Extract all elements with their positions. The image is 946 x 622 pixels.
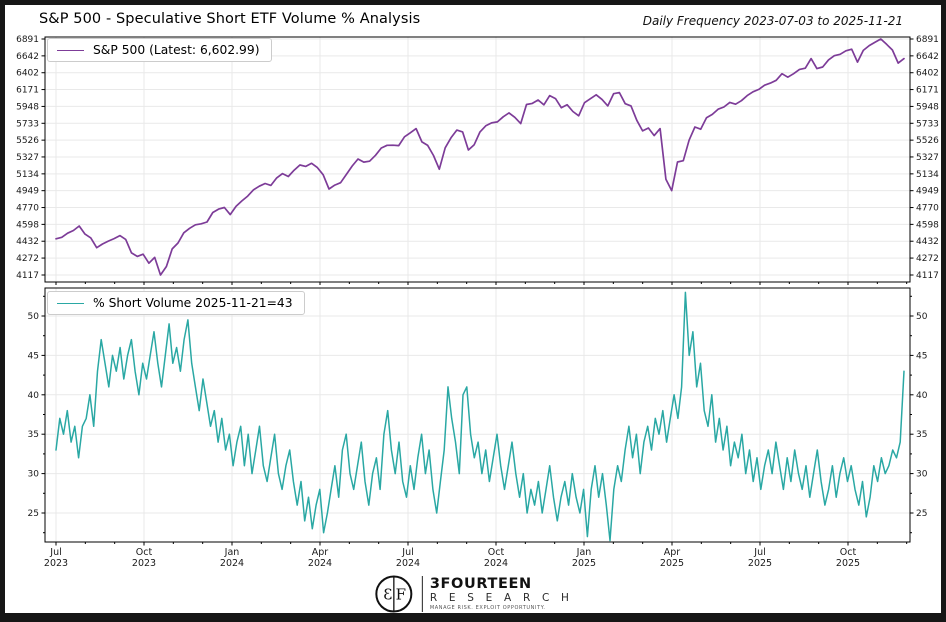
y-tick-label: 6402 bbox=[16, 69, 39, 79]
x-tick-label: Jul 2025 bbox=[748, 547, 772, 569]
y-tick-label: 6402 bbox=[916, 69, 939, 79]
y-tick-label: 45 bbox=[28, 351, 39, 361]
y-tick-label: 4598 bbox=[916, 220, 939, 230]
y-tick-label: 50 bbox=[916, 312, 928, 322]
brand-name: 3FOURTEEN bbox=[429, 575, 532, 592]
y-tick-label: 30 bbox=[28, 470, 40, 480]
y-tick-label: 40 bbox=[916, 391, 928, 401]
brand-tagline: MANAGE RISK. EXPLOIT OPPORTUNITY. bbox=[429, 604, 546, 611]
y-tick-label: 35 bbox=[916, 430, 927, 440]
x-tick-label: Oct 2025 bbox=[836, 547, 860, 569]
y-tick-label: 4272 bbox=[916, 254, 939, 264]
y-tick-label: 4432 bbox=[16, 237, 39, 247]
y-tick-label: 6171 bbox=[916, 86, 939, 96]
y-tick-label: 5134 bbox=[916, 170, 939, 180]
y-tick-label: 5948 bbox=[16, 102, 39, 112]
y-tick-label: 5526 bbox=[16, 136, 39, 146]
y-tick-label: 4770 bbox=[916, 204, 939, 214]
y-tick-label: 6642 bbox=[916, 52, 939, 62]
x-tick-label: Apr 2025 bbox=[660, 547, 684, 569]
y-tick-label: 4949 bbox=[916, 187, 939, 197]
short-volume-legend-label: % Short Volume 2025-11-21=43 bbox=[93, 296, 293, 310]
y-tick-label: 5948 bbox=[916, 102, 939, 112]
sp500-legend-swatch bbox=[57, 49, 84, 51]
y-tick-label: 5134 bbox=[16, 170, 39, 180]
svg-text:F: F bbox=[396, 586, 406, 604]
chart-canvas: 6891 6891 6642 6642 6402 6402 6171 6171 5948 5948… bbox=[16, 35, 939, 569]
y-tick-label: 6642 bbox=[16, 52, 39, 62]
y-tick-label: 5327 bbox=[916, 153, 939, 163]
y-tick-label: 5526 bbox=[916, 136, 939, 146]
y-tick-label: 25 bbox=[28, 509, 39, 519]
y-tick-label: 4949 bbox=[16, 187, 39, 197]
short-volume-line bbox=[55, 291, 905, 542]
chart-title: S&P 500 - Speculative Short ETF Volume %… bbox=[39, 11, 421, 27]
brand-logo: 3 F 3FOURTEEN R E S E A R C H MANAGE RIS… bbox=[373, 573, 574, 613]
y-tick-label: 6891 bbox=[916, 35, 939, 45]
y-tick-label: 6891 bbox=[16, 35, 39, 45]
x-tick-label: Jan 2025 bbox=[572, 547, 596, 569]
x-tick-label: Jan 2024 bbox=[220, 547, 244, 569]
sp500-line bbox=[55, 38, 905, 276]
y-tick-label: 35 bbox=[28, 430, 39, 440]
y-tick-label: 4117 bbox=[16, 271, 39, 281]
y-tick-label: 40 bbox=[28, 391, 40, 401]
x-tick-label: Apr 2024 bbox=[308, 547, 332, 569]
axis-ticks bbox=[41, 38, 914, 546]
y-tick-label: 45 bbox=[916, 351, 927, 361]
chart-subtitle: Daily Frequency 2023-07-03 to 2025-11-21 bbox=[642, 14, 903, 28]
sp500-legend-label: S&P 500 (Latest: 6,602.99) bbox=[93, 43, 260, 57]
brand-subname: R E S E A R C H bbox=[429, 591, 574, 604]
y-tick-label: 4770 bbox=[16, 204, 39, 214]
short-volume-legend-swatch bbox=[57, 302, 84, 304]
tick-labels: 6891 6891 6642 6642 6402 6402 6171 6171 5948 5948… bbox=[16, 35, 939, 569]
y-tick-label: 5733 bbox=[916, 119, 939, 129]
short-volume-legend: % Short Volume 2025-11-21=43 bbox=[47, 291, 305, 315]
y-tick-label: 5327 bbox=[16, 153, 39, 163]
y-tick-label: 4432 bbox=[916, 237, 939, 247]
x-tick-label: Oct 2024 bbox=[484, 547, 508, 569]
y-tick-label: 5733 bbox=[16, 119, 39, 129]
y-tick-label: 25 bbox=[916, 509, 927, 519]
svg-text:3: 3 bbox=[383, 586, 393, 604]
x-tick-label: Jul 2024 bbox=[396, 547, 420, 569]
y-tick-label: 6171 bbox=[16, 86, 39, 96]
brand-divider bbox=[421, 576, 423, 612]
y-tick-label: 4272 bbox=[16, 254, 39, 264]
brand-monogram-icon: 3 F bbox=[375, 575, 413, 613]
x-tick-label: Jul 2023 bbox=[44, 547, 68, 569]
x-tick-label: Oct 2023 bbox=[132, 547, 156, 569]
y-tick-label: 30 bbox=[916, 470, 928, 480]
y-tick-label: 4117 bbox=[916, 271, 939, 281]
y-tick-label: 50 bbox=[28, 312, 40, 322]
gridlines bbox=[45, 37, 910, 542]
y-tick-label: 4598 bbox=[16, 220, 39, 230]
sp500-legend: S&P 500 (Latest: 6,602.99) bbox=[47, 38, 272, 62]
